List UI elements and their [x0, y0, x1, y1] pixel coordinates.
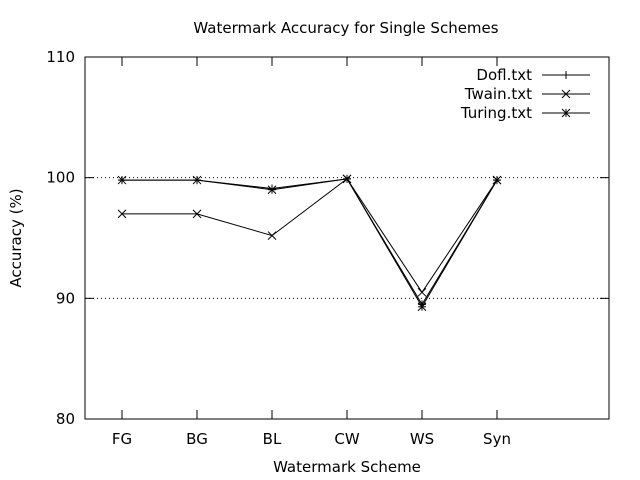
x-tick-label: CW — [334, 430, 359, 448]
x-axis: FG BG BL CW WS Syn — [112, 57, 511, 448]
y-axis-label: Accuracy (%) — [7, 188, 25, 287]
x-axis-label: Watermark Scheme — [273, 458, 421, 476]
series-line-1 — [122, 178, 498, 306]
x-tick-label: FG — [112, 430, 132, 448]
data-point — [117, 209, 127, 219]
x-tick-label: WS — [410, 430, 434, 448]
data-point — [192, 209, 202, 219]
data-point — [417, 287, 427, 297]
y-tick-label: 100 — [46, 169, 75, 187]
y-axis: 80 90 100 110 — [46, 48, 609, 428]
data-point — [267, 231, 277, 240]
y-tick-label: 110 — [46, 48, 75, 66]
chart-title: Watermark Accuracy for Single Schemes — [193, 19, 498, 37]
x-tick-label: BG — [186, 430, 208, 448]
data-point — [117, 175, 127, 185]
x-tick-label: Syn — [483, 430, 511, 448]
legend-label-3: Turing.txt — [460, 104, 532, 122]
data-point — [192, 175, 202, 185]
data-point — [267, 185, 277, 195]
y-tick-label: 80 — [56, 410, 75, 428]
data-point — [492, 175, 502, 185]
data-point — [417, 302, 427, 312]
series-line-2 — [122, 178, 498, 294]
gridlines — [85, 177, 609, 299]
series-group — [117, 174, 502, 312]
x-tick-label: BL — [263, 430, 282, 448]
legend-marker-2 — [561, 89, 571, 99]
legend-label-1: Dofl.txt — [476, 66, 532, 84]
legend-label-2: Twain.txt — [464, 85, 532, 103]
data-point — [342, 174, 352, 184]
y-tick-label: 90 — [56, 289, 75, 307]
legend-marker-1 — [562, 71, 570, 79]
series-line-3 — [122, 178, 498, 308]
legend-marker-3 — [561, 108, 571, 118]
